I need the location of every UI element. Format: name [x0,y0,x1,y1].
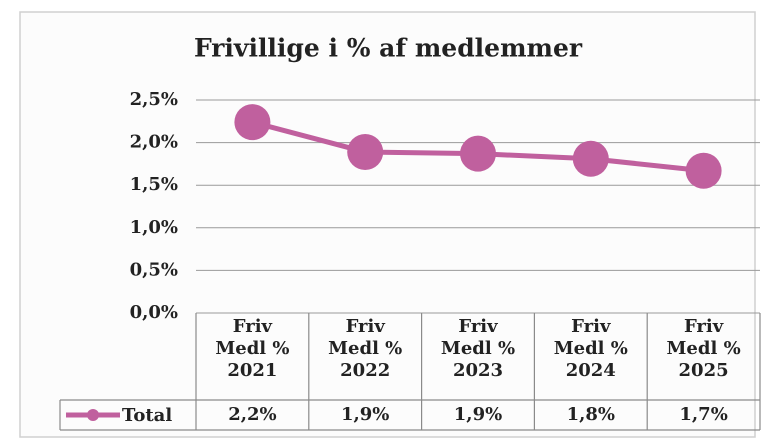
x-tick-label: Friv Medl % 2021 [215,316,290,381]
x-tick-label: Friv Medl % 2024 [553,316,628,381]
y-tick-label: 1,5% [130,174,178,195]
legend-label: Total [122,405,172,426]
data-table-value: 2,2% [228,404,277,425]
x-tick-label: Friv Medl % 2022 [328,316,403,381]
y-tick-label: 2,0% [130,132,178,153]
data-table-value: 1,8% [566,404,615,425]
data-table-value: 1,7% [679,404,728,425]
data-table-value: 1,9% [453,404,503,425]
marker [460,135,496,172]
x-tick-label: Friv Medl % 2025 [666,316,741,381]
marker [572,140,609,177]
y-tick-label: 0,0% [130,302,178,323]
data-table-value: 1,9% [340,404,390,425]
x-tick-label: Friv Medl % 2023 [440,316,516,381]
legend-key-marker [87,409,99,421]
y-tick-label: 2,5% [130,89,178,110]
y-tick-label: 0,5% [130,259,178,280]
marker [234,104,271,141]
chart-title: Frivillige i % af medlemmer [194,34,583,63]
marker [347,133,384,170]
chart-frame [19,11,756,438]
marker [685,152,722,189]
y-tick-label: 1,0% [130,217,178,238]
